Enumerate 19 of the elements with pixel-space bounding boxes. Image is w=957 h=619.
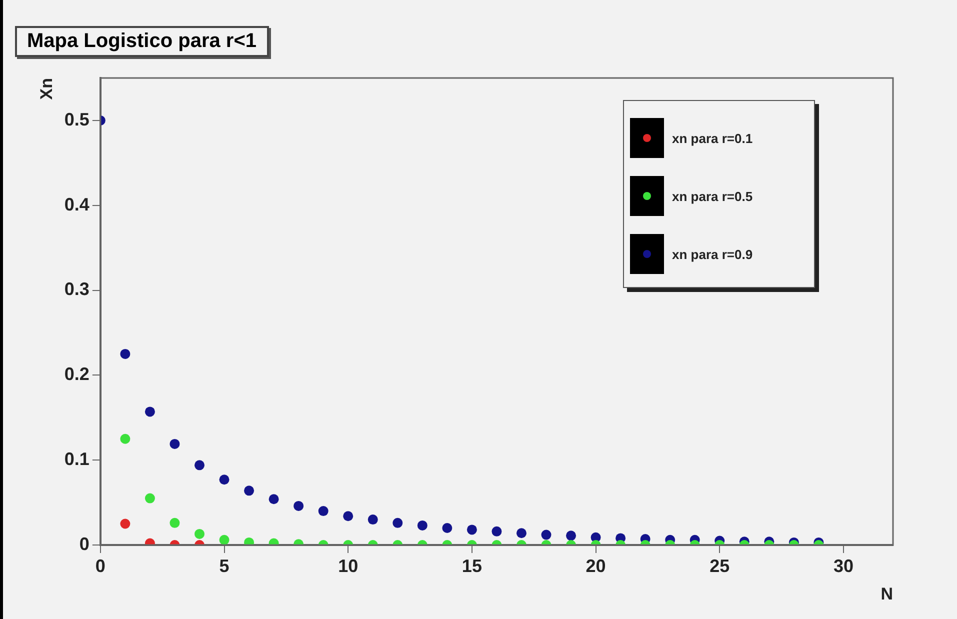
x-axis-title: N [880,584,893,604]
y-tick-label: 0.2 [64,364,90,384]
legend-label: xn para r=0.9 [672,246,753,262]
x-tick-label: 5 [219,556,230,576]
x-tick-label: 25 [710,556,730,576]
y-tick-label: 0.5 [64,109,90,130]
x-tick-label: 20 [586,556,606,576]
chart-title: Mapa Logistico para r<1 [15,26,269,57]
x-tick-label: 15 [462,556,482,576]
y-tick-label: 0.3 [64,279,90,300]
y-tick-label: 0.4 [64,194,90,214]
x-tick-label: 30 [833,556,854,576]
y-tick-label: 0 [79,534,90,554]
y-tick-label: 0.1 [64,449,90,470]
x-tick-label: 10 [338,556,358,576]
x-tick-label: 0 [95,556,106,576]
legend-label: xn para r=0.1 [672,130,753,146]
y-axis-title: Xn [36,78,56,100]
legend-label: xn para r=0.5 [672,188,753,204]
